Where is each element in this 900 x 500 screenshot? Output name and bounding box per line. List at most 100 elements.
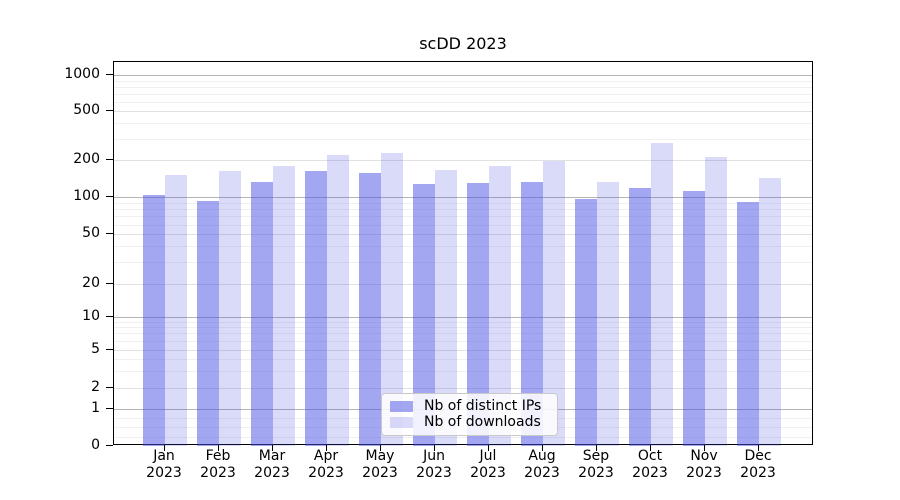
minor-gridline [114, 333, 812, 335]
y-tick-mark [106, 386, 113, 388]
x-tick-mark [218, 445, 219, 451]
y-tick-mark [106, 282, 113, 284]
x-tick-mark [434, 445, 435, 451]
gridline-y-5 [114, 349, 812, 351]
minor-gridline [114, 209, 812, 211]
x-tick-year: 2023 [524, 465, 560, 481]
y-tick-label: 0 [91, 436, 100, 453]
y-tick-mark [106, 110, 113, 112]
y-tick-label: 100 [73, 188, 100, 205]
x-tick-year: 2023 [578, 465, 614, 481]
x-tick-mark [650, 445, 651, 451]
legend: Nb of distinct IPs Nb of downloads [381, 393, 558, 436]
bar-distinct-ips [251, 182, 273, 446]
bar-downloads [435, 169, 457, 446]
x-tick-month: Aug [528, 448, 556, 464]
x-tick-year: 2023 [740, 465, 776, 481]
x-tick-label: Mar 2023 [232, 448, 312, 482]
bar-downloads [489, 165, 511, 446]
gridline-y-1000 [114, 75, 812, 76]
bar-distinct-ips [467, 183, 489, 446]
gridline-y-10 [114, 316, 812, 318]
y-tick-mark [106, 196, 113, 198]
bar-downloads [597, 181, 619, 446]
gridline-y-50 [114, 234, 812, 236]
legend-swatch-distinct-ips [390, 401, 413, 412]
x-tick-mark [164, 445, 165, 451]
x-tick-month: Nov [690, 448, 718, 464]
bar-distinct-ips [143, 195, 165, 446]
minor-gridline [114, 370, 812, 372]
y-tick-label: 5 [91, 340, 100, 357]
x-tick-month: Mar [258, 448, 286, 464]
y-tick-mark [106, 159, 113, 161]
minor-gridline [114, 123, 812, 125]
gridline-y-500 [114, 111, 812, 113]
x-tick-year: 2023 [200, 465, 236, 481]
bar-downloads [759, 178, 781, 446]
x-tick-label: May 2023 [340, 448, 420, 482]
x-tick-month: Dec [744, 448, 772, 464]
x-tick-label: Sep 2023 [556, 448, 636, 482]
legend-swatch-downloads [390, 417, 413, 428]
y-tick-label: 1 [91, 400, 100, 416]
chart-title: scDD 2023 [419, 34, 507, 53]
gridline-y-200 [114, 160, 812, 162]
minor-gridline [114, 93, 812, 95]
y-tick-mark [106, 444, 113, 446]
x-tick-year: 2023 [416, 465, 452, 481]
x-tick-mark [380, 445, 381, 451]
y-tick-label: 2 [91, 378, 100, 395]
minor-gridline [114, 216, 812, 218]
minor-gridline [114, 202, 812, 204]
bars-layer [114, 62, 812, 446]
bar-distinct-ips [683, 190, 705, 446]
bar-downloads [705, 156, 727, 446]
y-tick-mark [106, 348, 113, 350]
minor-gridline [114, 246, 812, 248]
x-tick-month: Jun [423, 448, 445, 464]
x-tick-label: Jan 2023 [124, 448, 204, 482]
bar-downloads [165, 174, 187, 446]
x-tick-year: 2023 [686, 465, 722, 481]
x-tick-label: Jul 2023 [448, 448, 528, 482]
x-tick-mark [596, 445, 597, 451]
bar-distinct-ips [521, 181, 543, 446]
legend-item-downloads: Nb of downloads [390, 415, 549, 430]
x-tick-month: Oct [637, 448, 663, 464]
x-tick-month: Jan [153, 448, 175, 464]
minor-gridline [114, 86, 812, 88]
minor-gridline [114, 321, 812, 323]
gridline-y-2 [114, 387, 812, 389]
x-tick-mark [542, 445, 543, 451]
grid-layer [114, 62, 812, 444]
bar-downloads [219, 171, 241, 446]
x-tick-label: Feb 2023 [178, 448, 258, 482]
minor-gridline [114, 138, 812, 140]
minor-gridline [114, 80, 812, 82]
x-tick-year: 2023 [308, 465, 344, 481]
y-tick-label: 500 [73, 102, 100, 119]
x-tick-mark [704, 445, 705, 451]
y-tick-label: 10 [82, 307, 100, 324]
bar-distinct-ips [197, 200, 219, 446]
x-tick-month: May [365, 448, 395, 464]
y-tick-label: 20 [82, 274, 100, 291]
bar-distinct-ips [305, 170, 327, 446]
bar-distinct-ips [629, 187, 651, 446]
y-tick-mark [106, 74, 113, 75]
legend-item-distinct-ips: Nb of distinct IPs [390, 399, 549, 414]
minor-gridline [114, 261, 812, 263]
x-tick-label: Dec 2023 [718, 448, 798, 482]
gridline-y-100 [114, 197, 812, 199]
bar-downloads [381, 153, 403, 446]
x-tick-label: Nov 2023 [664, 448, 744, 482]
bar-distinct-ips [575, 199, 597, 446]
minor-gridline [114, 101, 812, 103]
x-tick-month: Apr [313, 448, 339, 464]
bar-distinct-ips [737, 201, 759, 446]
legend-label-distinct-ips: Nb of distinct IPs [424, 398, 542, 414]
bar-downloads [651, 142, 673, 446]
x-tick-year: 2023 [254, 465, 290, 481]
